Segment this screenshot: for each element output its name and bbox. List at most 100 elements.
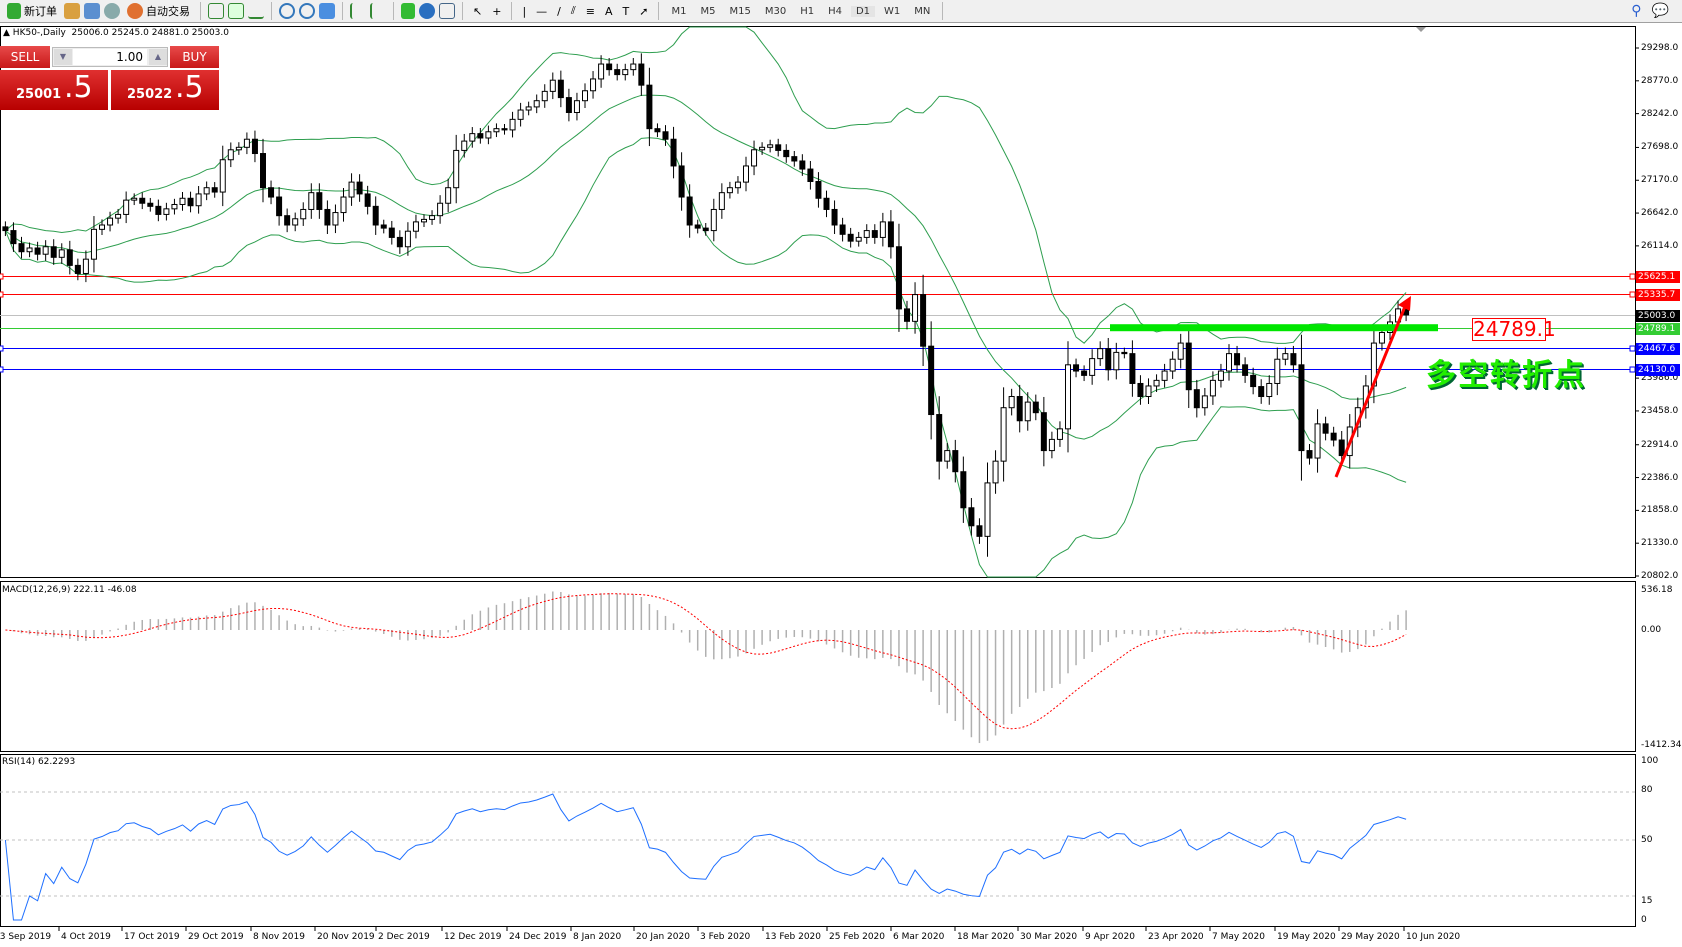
candle: [1226, 344, 1232, 381]
timeframe-h4[interactable]: H4: [828, 5, 842, 17]
fibonacci-icon[interactable]: ≡: [585, 4, 595, 18]
bear-candle-body: [10, 230, 17, 245]
lot-decrease-button[interactable]: ▼: [54, 49, 72, 65]
bull-candle-body: [332, 212, 339, 226]
autoscroll-icon[interactable]: [370, 3, 386, 19]
candle: [1105, 337, 1112, 381]
bull-candle-body: [517, 109, 524, 120]
history-icon[interactable]: [64, 3, 80, 19]
candle: [815, 172, 822, 208]
main-pane: [0, 26, 1636, 578]
zoom-in-icon[interactable]: [279, 3, 295, 19]
bear-candle-body: [396, 236, 403, 248]
indicators-icon[interactable]: [401, 3, 415, 19]
trendline-icon[interactable]: /: [557, 4, 561, 18]
chat-icon[interactable]: 💬: [1651, 3, 1669, 19]
candle: [1177, 333, 1184, 369]
candle: [235, 142, 242, 155]
candle: [292, 212, 299, 232]
bull-candle-body: [115, 213, 122, 219]
terminal-icon[interactable]: [84, 3, 100, 19]
candle: [1298, 334, 1305, 481]
sell-price-button[interactable]: 25001.5: [0, 70, 108, 110]
text-icon[interactable]: A: [605, 4, 613, 18]
bear-candle-body: [847, 233, 854, 242]
candle: [50, 239, 57, 265]
level-annotation-box[interactable]: 24789.1: [1472, 317, 1556, 341]
candle: [243, 132, 250, 155]
bear-candle-body: [775, 144, 782, 151]
timeframe-m15[interactable]: M15: [729, 5, 751, 17]
candle: [461, 133, 468, 158]
candle: [1266, 375, 1273, 405]
timeframe-w1[interactable]: W1: [884, 5, 901, 17]
line-chart-icon[interactable]: [248, 3, 264, 19]
date-axis-label: 13 Feb 2020: [765, 932, 822, 942]
bear-candle-body: [1234, 353, 1241, 366]
timeframe-mn[interactable]: MN: [914, 5, 931, 17]
candle: [895, 223, 902, 332]
price-axis-label: 26642.0: [1641, 208, 1679, 219]
candle: [1048, 431, 1055, 459]
sell-button[interactable]: SELL: [0, 46, 50, 68]
bear-candle-body: [960, 471, 967, 509]
candle: [453, 134, 460, 204]
crosshair-icon[interactable]: +: [492, 4, 502, 18]
bull-candle-body: [195, 193, 202, 207]
candle: [1282, 347, 1289, 366]
horizontal-line-icon[interactable]: —: [536, 4, 548, 18]
bull-candle-body: [525, 106, 532, 111]
periods-icon[interactable]: [419, 3, 435, 19]
price-axis-label: 27170.0: [1641, 175, 1679, 186]
candle: [807, 160, 814, 190]
timeframe-d1[interactable]: D1: [850, 5, 876, 17]
timeframe-m1[interactable]: M1: [671, 5, 687, 17]
vertical-line-icon[interactable]: |: [522, 4, 527, 18]
date-axis-label: 20 Nov 2019: [317, 932, 375, 942]
price-axis-label: 28770.0: [1641, 75, 1679, 86]
level-price-tag: 25003.0: [1636, 309, 1680, 322]
candle: [316, 183, 323, 219]
level-handle: [1629, 291, 1636, 298]
bull-candle-body: [453, 149, 460, 189]
channel-icon[interactable]: ⫽: [570, 4, 576, 17]
bull-candle-body: [227, 149, 234, 161]
new-order-button[interactable]: 新订单: [4, 1, 60, 21]
date-axis-label: 6 Mar 2020: [893, 932, 945, 942]
candle: [573, 92, 580, 121]
buy-price-button[interactable]: 25022.5: [111, 70, 219, 110]
timeframe-m5[interactable]: M5: [700, 5, 716, 17]
zoom-out-icon[interactable]: [299, 3, 315, 19]
text-label-icon[interactable]: T: [622, 4, 630, 18]
lot-input[interactable]: 1.00: [73, 49, 147, 65]
timeframe-m30[interactable]: M30: [764, 5, 787, 17]
cursor-icon[interactable]: ↖: [473, 4, 483, 18]
arrows-icon[interactable]: ➚: [639, 4, 649, 18]
candle: [163, 202, 170, 221]
templates-icon[interactable]: [439, 3, 455, 19]
bull-candle-body: [718, 192, 725, 210]
candle: [743, 156, 749, 192]
candle: [412, 214, 419, 239]
candle: [1169, 351, 1176, 379]
buy-button[interactable]: BUY: [170, 46, 219, 68]
timeframe-h1[interactable]: H1: [800, 5, 815, 17]
tile-windows-icon[interactable]: [319, 3, 335, 19]
chart-shift-icon[interactable]: [350, 3, 366, 19]
bull-candle-body: [944, 450, 951, 462]
candle: [831, 200, 838, 235]
candlestick-icon[interactable]: [228, 3, 244, 19]
candle: [421, 214, 427, 227]
auto-trading-button[interactable]: 自动交易: [124, 1, 193, 21]
signal-icon[interactable]: [104, 3, 120, 19]
lot-increase-button[interactable]: ▲: [149, 49, 167, 65]
bull-candle-body: [1169, 358, 1176, 372]
bull-candle-body: [533, 100, 540, 108]
bar-chart-icon[interactable]: [208, 3, 224, 19]
candle: [1137, 375, 1144, 405]
bull-candle-body: [163, 208, 170, 215]
candle: [1201, 388, 1208, 416]
turning-point-annotation[interactable]: 多空转折点: [1426, 358, 1586, 393]
search-icon[interactable]: ⚲: [1631, 3, 1642, 19]
separator: [511, 2, 513, 20]
